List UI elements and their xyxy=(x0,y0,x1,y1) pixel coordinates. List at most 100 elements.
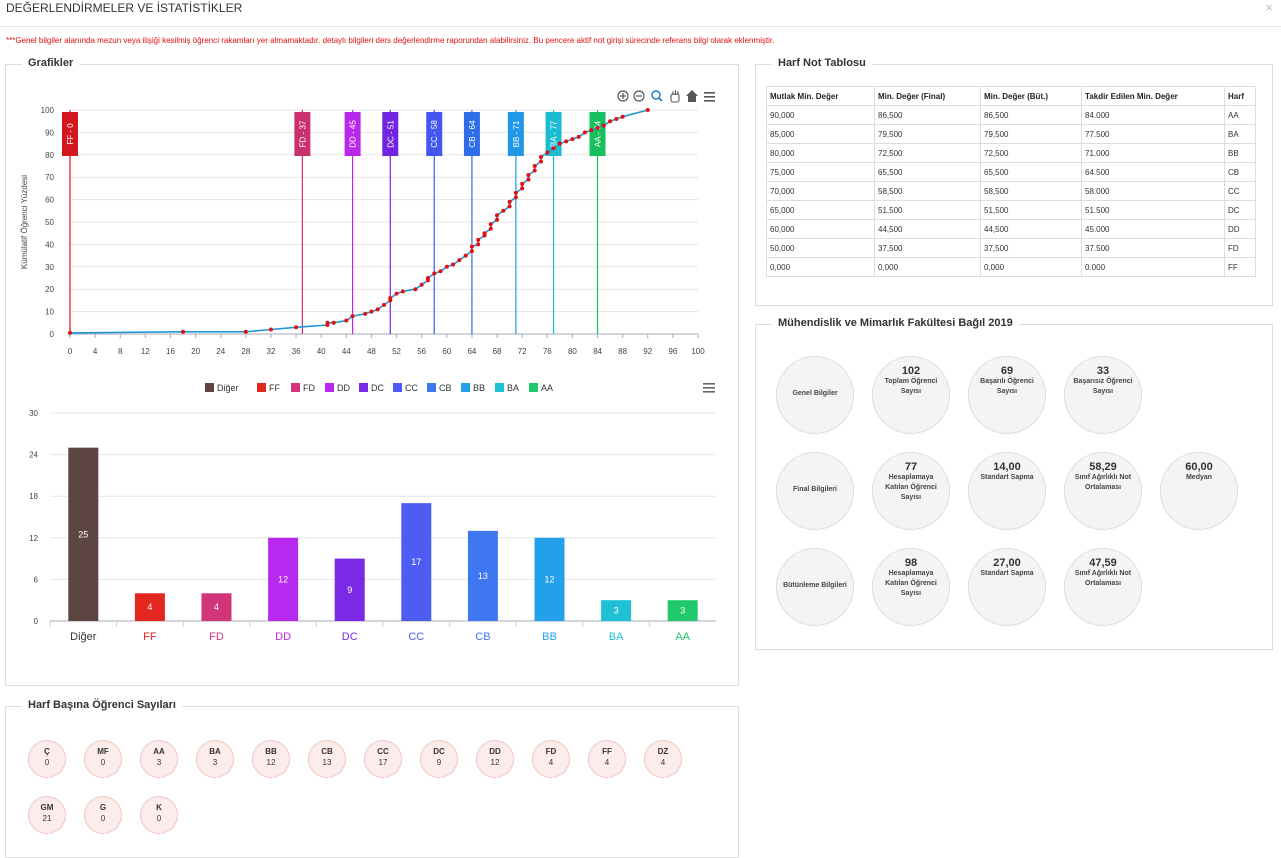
legend-label: CC xyxy=(405,383,418,393)
table-cell: 65,000 xyxy=(766,200,875,220)
legend-label: Diğer xyxy=(217,383,239,393)
x-tick-label: 84 xyxy=(593,347,602,356)
harf-counts-title: Harf Başına Öğrenci Sayıları xyxy=(22,699,182,711)
harf-count-item: MF 0 xyxy=(84,740,122,778)
x-tick-label: AA xyxy=(675,631,690,643)
x-tick-label: FD xyxy=(209,631,224,643)
table-cell: 37,500 xyxy=(874,238,981,258)
x-tick-label: 8 xyxy=(118,347,123,356)
home-icon[interactable] xyxy=(686,90,698,102)
table-header-row: Mutlak Min. Değer Min. Değer (Final) Min… xyxy=(766,86,1256,106)
table-cell: 51.500 xyxy=(1081,200,1225,220)
data-point xyxy=(501,208,506,213)
data-point xyxy=(469,249,474,254)
data-point xyxy=(457,258,462,263)
harf-count-item: FD 4 xyxy=(532,740,570,778)
data-point xyxy=(564,139,569,144)
harf-count-value: 4 xyxy=(660,758,666,767)
table-cell: 72,500 xyxy=(874,143,981,163)
but-katilan-circle: 98 Hesaplamaya Katılan Öğrenci Sayısı xyxy=(872,548,950,626)
data-point xyxy=(394,291,399,296)
zoom-in-icon[interactable] xyxy=(617,90,629,102)
table-cell: 80,000 xyxy=(766,143,875,163)
table-row: 50,000 37,500 37,500 37.500 FD xyxy=(766,238,1256,258)
data-point xyxy=(476,237,481,242)
harf-counts-panel: Harf Başına Öğrenci Sayıları xyxy=(5,699,739,858)
data-point xyxy=(413,287,418,292)
data-point xyxy=(425,276,430,280)
y-tick-label: 70 xyxy=(45,173,54,182)
final-katilan-circle: 77 Hesaplamaya Katılan Öğrenci Sayısı xyxy=(872,452,950,530)
zoom-out-icon[interactable] xyxy=(633,90,645,102)
y-tick-label: 6 xyxy=(34,575,39,584)
x-tick-label: 76 xyxy=(543,347,552,356)
data-point xyxy=(614,116,619,121)
data-point xyxy=(589,128,594,133)
y-tick-label: 24 xyxy=(29,451,38,460)
data-point xyxy=(620,114,625,119)
data-point xyxy=(582,130,587,135)
bar xyxy=(601,600,632,621)
close-button[interactable]: × xyxy=(1265,0,1273,15)
data-point xyxy=(526,177,531,182)
harf-count-value: 17 xyxy=(378,758,388,767)
harf-count-label: K xyxy=(156,803,162,812)
table-row: 60,000 44,500 44,500 45.000 DD xyxy=(766,219,1256,239)
x-tick-label: DC xyxy=(342,631,358,643)
data-point xyxy=(532,168,537,173)
bar xyxy=(268,537,299,621)
harf-count-label: BA xyxy=(209,747,221,756)
table-cell: 77.500 xyxy=(1081,124,1225,144)
table-row: 0,000 0,000 0,000 0.000 FF xyxy=(766,257,1256,277)
legend-swatch xyxy=(291,383,300,392)
data-point xyxy=(507,204,512,209)
x-tick-label: 92 xyxy=(643,347,652,356)
y-tick-label: 80 xyxy=(45,151,54,160)
threshold-tag xyxy=(344,112,361,156)
data-point xyxy=(344,318,349,323)
x-tick-label: 68 xyxy=(493,347,502,356)
x-tick-label: BB xyxy=(542,631,557,643)
modal-title: DEĞERLENDİRMELER VE İSTATİSTİKLER xyxy=(6,1,243,15)
data-point xyxy=(507,199,512,204)
y-tick-label: 10 xyxy=(45,308,54,317)
hamburger-menu-icon[interactable] xyxy=(703,383,717,395)
final-medyan-circle: 60,00 Medyan xyxy=(1160,452,1238,530)
hamburger-menu-icon[interactable] xyxy=(704,92,715,102)
table-cell: 72,500 xyxy=(980,143,1082,163)
data-point xyxy=(476,242,481,247)
column-header: Mutlak Min. Değer xyxy=(766,86,875,106)
threshold-tag xyxy=(507,112,524,156)
x-tick-label: 80 xyxy=(568,347,577,356)
y-tick-label: 30 xyxy=(45,263,54,272)
bar-value-label: 3 xyxy=(680,606,685,616)
harf-count-label: BB xyxy=(265,747,277,756)
hand-pan-icon[interactable] xyxy=(670,90,680,103)
table-cell: 86,500 xyxy=(980,105,1082,125)
chart-toolbar xyxy=(616,89,716,106)
bar-value-label: 17 xyxy=(411,557,421,567)
table-cell: BA xyxy=(1224,124,1256,144)
legend-swatch xyxy=(359,383,368,392)
harf-count-item: FF 4 xyxy=(588,740,626,778)
bar-value-label: 4 xyxy=(147,602,152,612)
magnifier-icon[interactable] xyxy=(651,90,663,102)
x-tick-label: 4 xyxy=(93,347,98,356)
bar-value-label: 12 xyxy=(278,574,288,584)
column-header: Harf xyxy=(1224,86,1256,106)
table-cell: 71.000 xyxy=(1081,143,1225,163)
threshold-tag xyxy=(426,112,443,156)
data-point xyxy=(557,141,562,146)
harf-count-value: 3 xyxy=(156,758,162,767)
faculty-title: Mühendislik ve Mimarlık Fakültesi Bağıl … xyxy=(772,317,1019,329)
grafikler-title: Grafikler xyxy=(22,57,80,69)
data-point xyxy=(451,262,456,267)
table-cell: 65,500 xyxy=(874,162,981,182)
x-tick-label: 44 xyxy=(342,347,351,356)
x-tick-label: 72 xyxy=(518,347,527,356)
y-tick-label: 20 xyxy=(45,285,54,294)
table-row: 70,000 58,500 58,500 58.000 CC xyxy=(766,181,1256,201)
table-cell: 84.000 xyxy=(1081,105,1225,125)
harf-count-item: CC 17 xyxy=(364,740,402,778)
